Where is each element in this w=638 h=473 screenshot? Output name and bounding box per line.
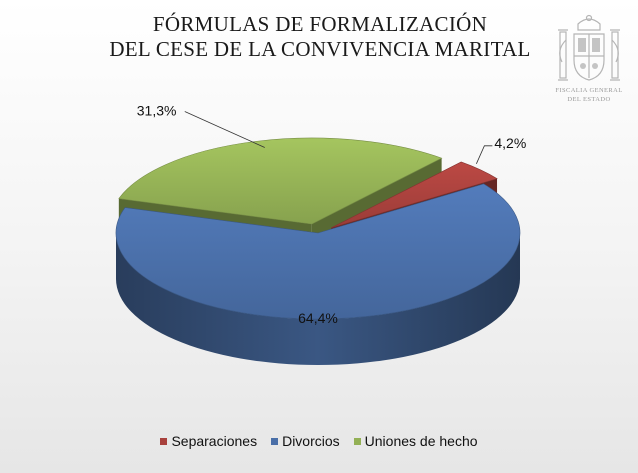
leader-line-separaciones xyxy=(476,145,493,164)
chart-title: FÓRMULAS DE FORMALIZACIÓN DEL CESE DE LA… xyxy=(80,12,560,62)
legend-swatch-divorcios xyxy=(271,437,279,445)
chart-title-line-2: DEL CESE DE LA CONVIVENCIA MARITAL xyxy=(109,37,531,61)
data-label-uniones-de-hecho: 31,3% xyxy=(137,103,177,119)
pie-side-divorcios xyxy=(116,233,520,365)
legend-label-divorcios: Divorcios xyxy=(282,433,340,449)
legend-item-uniones-de-hecho: Uniones de hecho xyxy=(353,433,478,449)
pie-slice-divorcios xyxy=(115,183,521,320)
logo-caption: FISCALIA GENERAL DEL ESTADO xyxy=(545,86,633,104)
legend-label-separaciones: Separaciones xyxy=(171,433,258,449)
chart-legend: Separaciones Divorcios Uniones de hecho xyxy=(0,433,638,449)
data-label-divorcios: 64,4% xyxy=(298,310,338,326)
logo-caption-line-2: DEL ESTADO xyxy=(567,96,611,103)
legend-label-uniones-de-hecho: Uniones de hecho xyxy=(364,433,478,449)
legend-swatch-separaciones xyxy=(160,437,168,445)
chart-title-line-1: FÓRMULAS DE FORMALIZACIÓN xyxy=(152,12,488,36)
data-labels: 4,2% 64,4% 31,3% xyxy=(137,103,527,326)
legend-item-divorcios: Divorcios xyxy=(271,433,340,449)
leader-line-uniones-de-hecho xyxy=(184,111,265,148)
legend-swatch-uniones-de-hecho xyxy=(353,437,361,445)
legend-item-separaciones: Separaciones xyxy=(160,433,257,449)
pie-slice-uniones-de-hecho xyxy=(118,137,443,225)
logo-caption-line-1: FISCALIA GENERAL xyxy=(555,87,623,94)
pie-slice-separaciones xyxy=(331,161,498,229)
data-label-separaciones: 4,2% xyxy=(494,135,526,151)
pie-tops xyxy=(115,137,521,320)
coat-of-arms-logo xyxy=(558,14,620,81)
